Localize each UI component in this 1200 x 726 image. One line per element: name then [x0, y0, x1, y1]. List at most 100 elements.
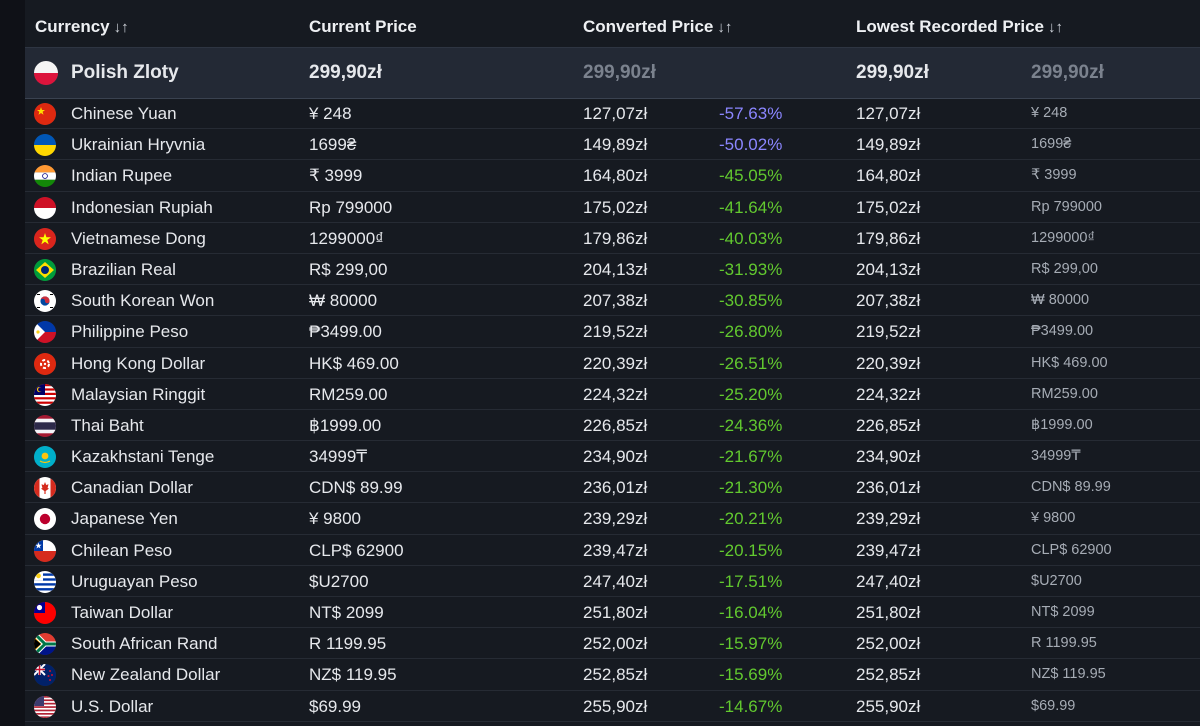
currency-name: Canadian Dollar: [71, 478, 193, 498]
currency-rows: Chinese Yuan ¥ 248 127,07zł -57.63% 127,07zł…: [25, 98, 1200, 722]
uruguay-flag-icon: [34, 570, 56, 593]
current-price: CDN$ 89.99: [309, 478, 403, 498]
price-difference-percent: -14.67%: [719, 696, 783, 716]
malaysia-flag-icon: [34, 383, 56, 406]
lowest-local-price: 1299000₫: [1031, 229, 1095, 246]
currency-header-label: Currency: [35, 17, 110, 36]
base-lowest-price: 299,90zł: [856, 62, 929, 83]
table-row: Vietnamese Dong 1299000₫ 179,86zł -40.03% 17…: [25, 223, 1200, 254]
base-currency-row: Polish Zloty 299,90zł 299,90zł 299,90zł …: [25, 47, 1200, 99]
indonesia-flag-icon: [34, 196, 56, 219]
converted-price: 179,86zł: [583, 228, 648, 248]
converted-price: 247,40zł: [583, 571, 648, 591]
lowest-local-price: 1699₴: [1031, 136, 1072, 153]
currency-name: Ukrainian Hryvnia: [71, 135, 206, 155]
lowest-local-price: ₱3499.00: [1031, 323, 1094, 340]
table-row: Brazilian Real R$ 299,00 204,13zł -31.93% 20…: [25, 254, 1200, 286]
converted-price: 226,85zł: [583, 415, 648, 435]
price-difference-percent: -25.20%: [719, 384, 783, 404]
table-row: Kazakhstani Tenge 34999₸ 234,90zł -21.67% 23…: [25, 441, 1200, 473]
current-price: ¥ 9800: [309, 509, 361, 529]
table-row: Chilean Peso CLP$ 62900 239,47zł -20.15% 239…: [25, 535, 1200, 566]
new-zealand-flag-icon: [34, 664, 56, 687]
lowest-local-price: CDN$ 89.99: [1031, 479, 1111, 496]
lowest-price: 204,13zł: [856, 259, 921, 279]
current-price-header-label: Current Price: [309, 17, 417, 36]
currency-name: Indian Rupee: [71, 166, 173, 186]
lowest-price: 224,32zł: [856, 384, 921, 404]
poland-flag-icon: [34, 61, 58, 85]
currency-name: Chilean Peso: [71, 540, 173, 560]
brazil-flag-icon: [34, 258, 56, 281]
converted-price: 236,01zł: [583, 478, 648, 498]
converted-price: 219,52zł: [583, 322, 648, 342]
price-difference-percent: -40.03%: [719, 228, 783, 248]
lowest-local-price: CLP$ 62900: [1031, 541, 1112, 558]
india-flag-icon: [34, 165, 56, 188]
currency-name: Chinese Yuan: [71, 104, 177, 123]
kazakhstan-flag-icon: [34, 446, 56, 469]
lowest-price: 252,85zł: [856, 665, 921, 685]
base-lowest-local-price: 299,90zł: [1031, 62, 1104, 83]
lowest-local-price: 34999₸: [1031, 448, 1081, 465]
converted-price: 252,00zł: [583, 634, 648, 654]
lowest-price: 239,47zł: [856, 540, 921, 560]
sort-by-converted-price-header[interactable]: Converted Price ↓↑: [583, 0, 732, 53]
lowest-local-price: ¥ 248: [1031, 105, 1068, 121]
lowest-local-price: HK$ 469.00: [1031, 354, 1108, 371]
price-difference-percent: -17.51%: [719, 571, 783, 591]
sort-by-currency-header[interactable]: Currency ↓↑: [35, 0, 129, 53]
lowest-price: 179,86zł: [856, 228, 921, 248]
lowest-price: 164,80zł: [856, 166, 921, 186]
table-row: South Korean Won ₩ 80000 207,38zł -30.85% 20…: [25, 285, 1200, 317]
current-price: HK$ 469.00: [309, 353, 399, 373]
currency-name: Vietnamese Dong: [71, 228, 206, 248]
currency-name: Taiwan Dollar: [71, 603, 174, 622]
currency-name: Thai Baht: [71, 415, 144, 435]
south-korea-flag-icon: [34, 290, 56, 313]
currency-name: U.S. Dollar: [71, 696, 154, 716]
price-difference-percent: -15.97%: [719, 634, 783, 654]
price-difference-percent: -30.85%: [719, 291, 783, 311]
converted-price: 239,29zł: [583, 509, 648, 529]
converted-price: 127,07zł: [583, 104, 648, 123]
current-price: $U2700: [309, 571, 369, 591]
currency-name: Kazakhstani Tenge: [71, 447, 215, 467]
currency-name: Brazilian Real: [71, 259, 176, 279]
table-row: New Zealand Dollar NZ$ 119.95 252,85zł -15.…: [25, 659, 1200, 691]
currency-name: Uruguayan Peso: [71, 571, 198, 591]
lowest-local-price: RM259.00: [1031, 385, 1098, 402]
lowest-local-price: R$ 299,00: [1031, 260, 1098, 277]
lowest-price: 127,07zł: [856, 104, 921, 123]
lowest-local-price: ₩ 80000: [1031, 292, 1090, 309]
price-difference-percent: -16.04%: [719, 603, 783, 622]
table-row: Hong Kong Dollar HK$ 469.00 220,39zł -26.51…: [25, 348, 1200, 379]
sort-by-lowest-price-header[interactable]: Lowest Recorded Price ↓↑: [856, 0, 1063, 53]
currency-name: Indonesian Rupiah: [71, 197, 213, 217]
currency-name: South Korean Won: [71, 291, 215, 311]
current-price: ₹ 3999: [309, 166, 363, 186]
lowest-price-header-label: Lowest Recorded Price: [856, 17, 1045, 36]
converted-price: 224,32zł: [583, 384, 648, 404]
table-row: Malaysian Ringgit RM259.00 224,32zł -25.20%…: [25, 379, 1200, 410]
price-difference-percent: -41.64%: [719, 197, 783, 217]
lowest-price: 234,90zł: [856, 447, 921, 467]
converted-price-header-label: Converted Price: [583, 17, 714, 36]
base-current-price: 299,90zł: [309, 62, 382, 83]
lowest-price: 220,39zł: [856, 353, 921, 373]
price-difference-percent: -21.67%: [719, 447, 783, 467]
chile-flag-icon: [34, 539, 56, 562]
lowest-price: 252,00zł: [856, 634, 921, 654]
price-difference-percent: -45.05%: [719, 166, 783, 186]
lowest-local-price: ¥ 9800: [1031, 510, 1076, 527]
current-price: 1699₴: [309, 135, 357, 155]
sort-arrows-icon: ↓↑: [1048, 19, 1064, 36]
current-price: R$ 299,00: [309, 259, 388, 279]
price-difference-percent: -24.36%: [719, 415, 783, 435]
table-row: Chinese Yuan ¥ 248 127,07zł -57.63% 127,07zł…: [25, 98, 1200, 130]
current-price: ₩ 80000: [309, 291, 378, 311]
lowest-local-price: $U2700: [1031, 572, 1082, 589]
price-difference-percent: -57.63%: [719, 104, 783, 123]
converted-price: 164,80zł: [583, 166, 648, 186]
converted-price: 239,47zł: [583, 540, 648, 560]
